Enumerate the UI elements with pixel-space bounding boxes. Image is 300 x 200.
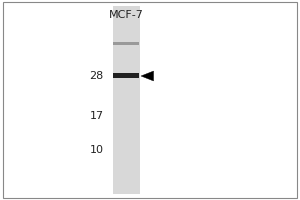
Text: 17: 17 — [89, 111, 103, 121]
Text: 28: 28 — [89, 71, 103, 81]
Bar — [112, 6, 140, 194]
Text: MCF-7: MCF-7 — [109, 10, 143, 20]
Polygon shape — [141, 71, 154, 81]
Text: 10: 10 — [89, 145, 103, 155]
Bar — [113, 73, 139, 78]
Bar — [113, 42, 139, 45]
